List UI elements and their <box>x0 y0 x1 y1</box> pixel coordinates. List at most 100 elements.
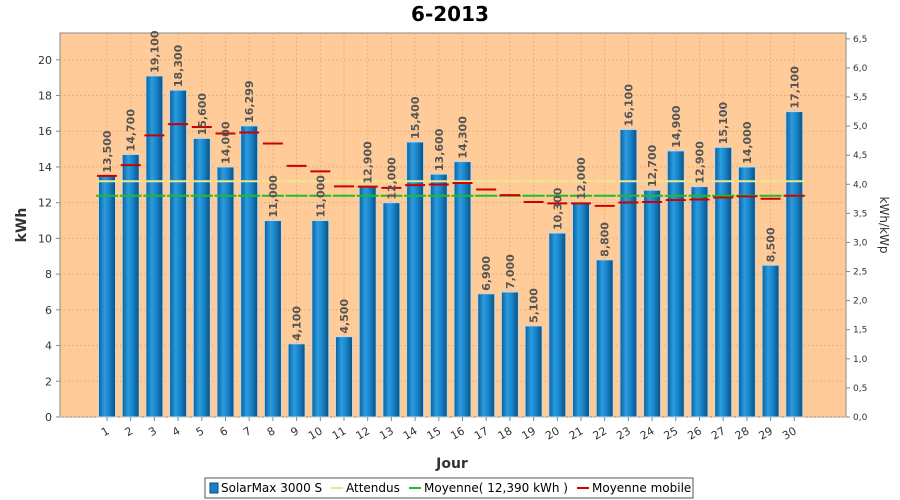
bar-data-label: 13,500 <box>101 130 114 173</box>
x-tick-label: 2 <box>123 424 136 439</box>
y2-tick-label: 4,0 <box>853 180 868 190</box>
x-tick-label: 12 <box>354 424 373 442</box>
x-tick-label: 3 <box>146 424 159 439</box>
y2-tick-label: 2,0 <box>853 297 868 307</box>
bar <box>524 325 543 418</box>
x-tick-label: 19 <box>519 424 538 442</box>
bar-data-label: 12,000 <box>575 157 588 200</box>
bar-data-label: 15,100 <box>717 102 730 145</box>
legend-item-moyenne-mobile: Moyenne mobile <box>577 481 691 495</box>
y-tick-label: 14 <box>38 161 52 174</box>
y2-tick-label: 0,0 <box>853 413 868 423</box>
bar <box>406 141 425 418</box>
bar-data-label: 17,100 <box>788 66 801 109</box>
bar <box>240 125 259 418</box>
x-axis-title: Jour <box>435 456 468 472</box>
bar <box>595 259 614 418</box>
x-tick-label: 16 <box>448 424 467 442</box>
bar <box>500 291 519 418</box>
bar <box>216 166 235 418</box>
x-tick-label: 29 <box>756 424 775 442</box>
x-tick-label: 25 <box>662 424 681 442</box>
bar <box>287 343 306 418</box>
bar <box>169 89 188 418</box>
y-axis-ticks: 0 2 4 6 8 10 12 14 16 18 20 <box>38 54 60 424</box>
x-tick-label: 1 <box>99 424 112 439</box>
y2-axis-ticks: 0,0 0,5 1,0 1,5 2,0 2,5 3,0 3,5 4,0 4,5 5,0 5,5 6,0 6… <box>846 35 868 423</box>
y2-axis-title: kWh/kWp <box>877 197 891 254</box>
bar <box>690 186 709 418</box>
bar <box>666 150 685 418</box>
bar <box>263 220 282 418</box>
x-tick-label: 10 <box>306 424 325 442</box>
y2-tick-label: 2,5 <box>853 268 867 278</box>
y2-tick-label: 1,5 <box>853 326 867 336</box>
x-tick-label: 30 <box>780 424 799 442</box>
bar-data-label: 4,100 <box>291 306 304 341</box>
legend-label-moyenne-mobile: Moyenne mobile <box>592 481 691 495</box>
x-tick-label: 8 <box>265 424 278 439</box>
x-tick-label: 21 <box>567 424 586 442</box>
bar-data-label: 18,300 <box>172 44 185 87</box>
bar <box>429 173 448 418</box>
bar <box>192 137 211 418</box>
legend-label-attendus: Attendus <box>346 481 400 495</box>
bar <box>382 202 401 418</box>
bar-data-label: 4,500 <box>338 298 351 333</box>
y2-tick-label: 1,0 <box>853 355 868 365</box>
bar-data-label: 14,300 <box>457 116 470 159</box>
bar <box>761 264 780 418</box>
bar-data-label: 16,299 <box>243 80 256 122</box>
bar-labels: 13,500 14,700 19,100 18,300 15,600 14,000 16,2… <box>101 30 801 341</box>
y2-tick-label: 4,5 <box>853 151 867 161</box>
y-axis-title: kWh <box>14 208 30 243</box>
x-tick-label: 5 <box>194 424 207 439</box>
x-tick-label: 23 <box>614 424 633 442</box>
y-tick-label: 10 <box>38 232 52 245</box>
bar-data-label: 14,000 <box>741 121 754 164</box>
x-tick-label: 24 <box>638 424 657 442</box>
x-tick-label: 14 <box>401 424 420 442</box>
bar-data-label: 14,900 <box>670 105 683 148</box>
y2-tick-label: 0,5 <box>853 384 867 394</box>
legend-label-solarmax: SolarMax 3000 S <box>221 481 322 495</box>
bar <box>714 146 733 418</box>
y2-tick-label: 6,0 <box>853 64 868 74</box>
x-tick-label: 9 <box>289 424 302 439</box>
y-tick-label: 0 <box>45 411 52 424</box>
bar-data-label: 12,700 <box>646 144 659 187</box>
bar-data-label: 16,100 <box>622 84 635 127</box>
legend: SolarMax 3000 S Attendus Moyenne( 12,390… <box>204 477 694 499</box>
bar-data-label: 14,700 <box>125 109 138 152</box>
bar <box>737 166 756 418</box>
legend-box <box>204 477 694 499</box>
bar-data-label: 12,000 <box>385 157 398 200</box>
y-tick-label: 18 <box>38 90 52 103</box>
x-tick-label: 7 <box>241 424 254 439</box>
y-tick-label: 20 <box>38 54 52 67</box>
bar <box>619 128 638 418</box>
bar <box>358 186 377 418</box>
bar <box>572 202 590 418</box>
y-tick-label: 16 <box>38 125 52 138</box>
y2-tick-label: 5,5 <box>853 93 867 103</box>
bar-data-label: 7,000 <box>504 254 517 289</box>
bar-data-label: 11,000 <box>314 175 327 218</box>
y2-tick-label: 3,5 <box>853 209 867 219</box>
bar-data-label: 10,300 <box>551 187 564 230</box>
x-tick-label: 6 <box>217 424 230 439</box>
bar-data-label: 15,400 <box>409 96 422 139</box>
x-tick-label: 15 <box>425 424 444 442</box>
legend-item-solarmax: SolarMax 3000 S <box>209 481 322 495</box>
x-tick-label: 20 <box>543 424 562 442</box>
bar-data-label: 11,000 <box>267 175 280 218</box>
x-tick-label: 22 <box>591 424 610 442</box>
legend-item-attendus: Attendus <box>331 481 400 495</box>
y-tick-label: 12 <box>38 197 52 210</box>
legend-label-moyenne: Moyenne( 12,390 kWh ) <box>424 481 568 495</box>
bar-data-label: 8,800 <box>599 222 612 257</box>
bar <box>453 161 472 418</box>
x-tick-label: 18 <box>496 424 515 442</box>
y2-tick-label: 3,0 <box>853 238 868 248</box>
